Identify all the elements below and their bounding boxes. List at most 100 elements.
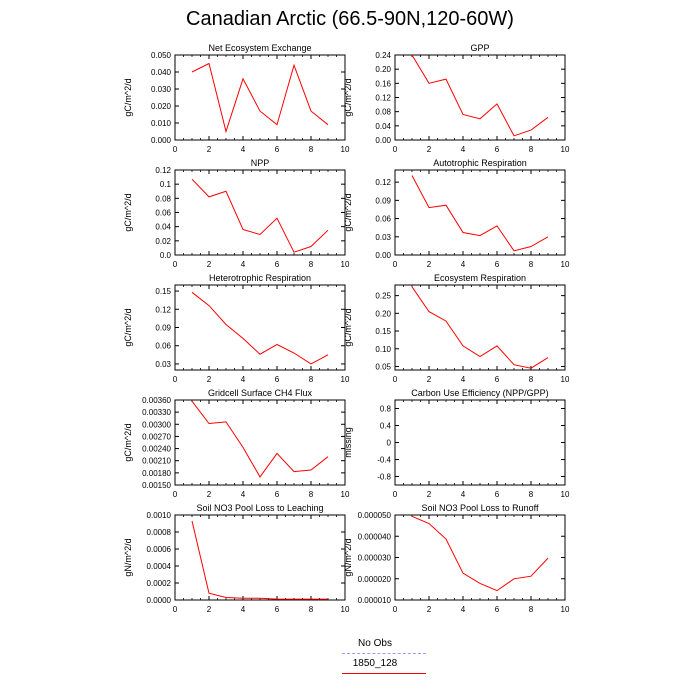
x-tick-label: 8 <box>309 375 314 384</box>
x-tick-label: 4 <box>461 260 466 269</box>
x-tick-label: 10 <box>341 605 350 614</box>
x-tick-label: 6 <box>275 145 280 154</box>
y-tick-label: 0.00150 <box>142 481 171 490</box>
y-tick-label: 0.0010 <box>147 511 172 520</box>
plot-frame <box>394 284 566 371</box>
x-tick-label: 0 <box>173 605 178 614</box>
y-axis-label: gN/m^2/d <box>123 538 133 576</box>
y-tick-label: 0.12 <box>155 166 171 175</box>
y-tick-label: 0.12 <box>375 94 391 103</box>
y-tick-label: -0.8 <box>377 473 391 482</box>
series-line-1850-128 <box>191 178 329 253</box>
chart-carbon-use-efficiency-npp-gpp: Carbon Use Efficiency (NPP/GPP) missing 0 2… <box>343 388 570 499</box>
y-tick-label: 0.050 <box>151 51 172 60</box>
chart-heterotrophic-respiration: Heterotrophic Respiration gC/m^2/d 0 2 4 6 8 10… <box>123 273 350 384</box>
x-tick-label: 10 <box>341 375 350 384</box>
y-axis-label: gC/m^2/d <box>343 78 353 116</box>
x-tick-label: 0 <box>173 260 178 269</box>
y-tick-label: 0.15 <box>375 327 391 336</box>
y-tick-label: 0.0 <box>160 251 172 260</box>
y-tick-label: 0.09 <box>155 324 171 333</box>
y-tick-label: 0.25 <box>375 292 391 301</box>
y-tick-label: 0.02 <box>155 237 171 246</box>
x-tick-label: 4 <box>241 490 246 499</box>
y-tick-label: 0.16 <box>375 79 391 88</box>
y-tick-label: 0.1 <box>160 180 172 189</box>
y-tick-label: 0.0008 <box>147 528 172 537</box>
series-line-1850-128 <box>411 286 549 369</box>
chart-title: NPP <box>251 158 270 168</box>
y-tick-label: 0.00180 <box>142 469 171 478</box>
y-axis-label: missing <box>343 427 353 458</box>
x-tick-label: 0 <box>393 260 398 269</box>
x-tick-label: 6 <box>495 145 500 154</box>
y-tick-label: 0.000030 <box>358 554 392 563</box>
y-tick-label: 0.00300 <box>142 420 171 429</box>
x-tick-label: 10 <box>561 375 570 384</box>
y-tick-label: 0.020 <box>151 102 172 111</box>
legend-label-1850-128: 1850_128 <box>352 658 398 669</box>
y-tick-label: 0.08 <box>375 108 391 117</box>
series-line-1850-128 <box>411 515 549 592</box>
x-tick-label: 8 <box>529 375 534 384</box>
y-tick-label: 0.030 <box>151 85 172 94</box>
y-tick-label: 0.00270 <box>142 432 171 441</box>
chart-title: Carbon Use Efficiency (NPP/GPP) <box>411 388 548 398</box>
y-tick-label: 0.12 <box>155 305 171 314</box>
x-tick-label: 8 <box>529 260 534 269</box>
series-line-1850-128 <box>191 520 328 600</box>
x-tick-label: 6 <box>275 605 280 614</box>
x-tick-label: 10 <box>561 145 570 154</box>
chart-gridcell-surface-ch4-flux: Gridcell Surface CH4 Flux gC/m^2/d 0 2 4 6 8 10… <box>123 388 350 499</box>
y-tick-label: 0.0004 <box>147 562 172 571</box>
y-tick-label: 0.09 <box>375 196 391 205</box>
series-line-1850-128 <box>191 400 329 478</box>
y-tick-label: 0.03 <box>155 360 171 369</box>
legend-line-no-obs <box>342 653 426 654</box>
x-tick-label: 2 <box>427 145 432 154</box>
plot-frame <box>394 514 566 601</box>
x-tick-label: 6 <box>495 375 500 384</box>
y-tick-label: 0.00330 <box>142 408 171 417</box>
chart-title: Soil NO3 Pool Loss to Runoff <box>422 503 539 513</box>
x-tick-label: 8 <box>309 490 314 499</box>
y-tick-label: 0.040 <box>151 68 172 77</box>
x-tick-label: 4 <box>241 605 246 614</box>
y-tick-label: 0.20 <box>375 65 391 74</box>
x-tick-label: 6 <box>275 375 280 384</box>
x-tick-label: 0 <box>393 605 398 614</box>
x-tick-label: 4 <box>241 260 246 269</box>
x-tick-label: 0 <box>393 145 398 154</box>
chart-net-ecosystem-exchange: Net Ecosystem Exchange gC/m^2/d 0 2 4 6 8 10 0.0… <box>123 43 350 154</box>
x-tick-label: 0 <box>173 145 178 154</box>
x-tick-label: 4 <box>241 145 246 154</box>
y-axis-label: gC/m^2/d <box>123 78 133 116</box>
x-tick-label: 10 <box>561 605 570 614</box>
chart-title: Net Ecosystem Exchange <box>208 43 311 53</box>
y-tick-label: 0.20 <box>375 309 391 318</box>
chart-title: GPP <box>470 43 489 53</box>
x-tick-label: 2 <box>427 260 432 269</box>
y-tick-label: 0.06 <box>155 209 171 218</box>
y-tick-label: 0.06 <box>375 215 391 224</box>
x-tick-label: 10 <box>561 260 570 269</box>
y-tick-label: 0.8 <box>380 405 392 414</box>
y-tick-label: 0.0000 <box>147 596 172 605</box>
y-tick-label: 0.24 <box>375 51 391 60</box>
series-line-1850-128 <box>191 62 329 134</box>
x-tick-label: 2 <box>207 375 212 384</box>
y-tick-label: 0.15 <box>155 287 171 296</box>
plot-frame <box>394 399 566 486</box>
x-tick-label: 10 <box>341 490 350 499</box>
x-tick-label: 8 <box>309 605 314 614</box>
series-line-1850-128 <box>191 291 329 365</box>
x-tick-label: 6 <box>495 605 500 614</box>
y-tick-label: 0.00240 <box>142 445 171 454</box>
chart-title: Gridcell Surface CH4 Flux <box>208 388 313 398</box>
x-tick-label: 6 <box>495 260 500 269</box>
x-tick-label: 4 <box>241 375 246 384</box>
chart-ecosystem-respiration: Ecosystem Respiration gC/m^2/d 0 2 4 6 8 10 0.05… <box>343 273 570 384</box>
legend-label-no-obs: No Obs <box>358 638 392 649</box>
y-tick-label: 0.05 <box>375 362 391 371</box>
x-tick-label: 10 <box>341 260 350 269</box>
